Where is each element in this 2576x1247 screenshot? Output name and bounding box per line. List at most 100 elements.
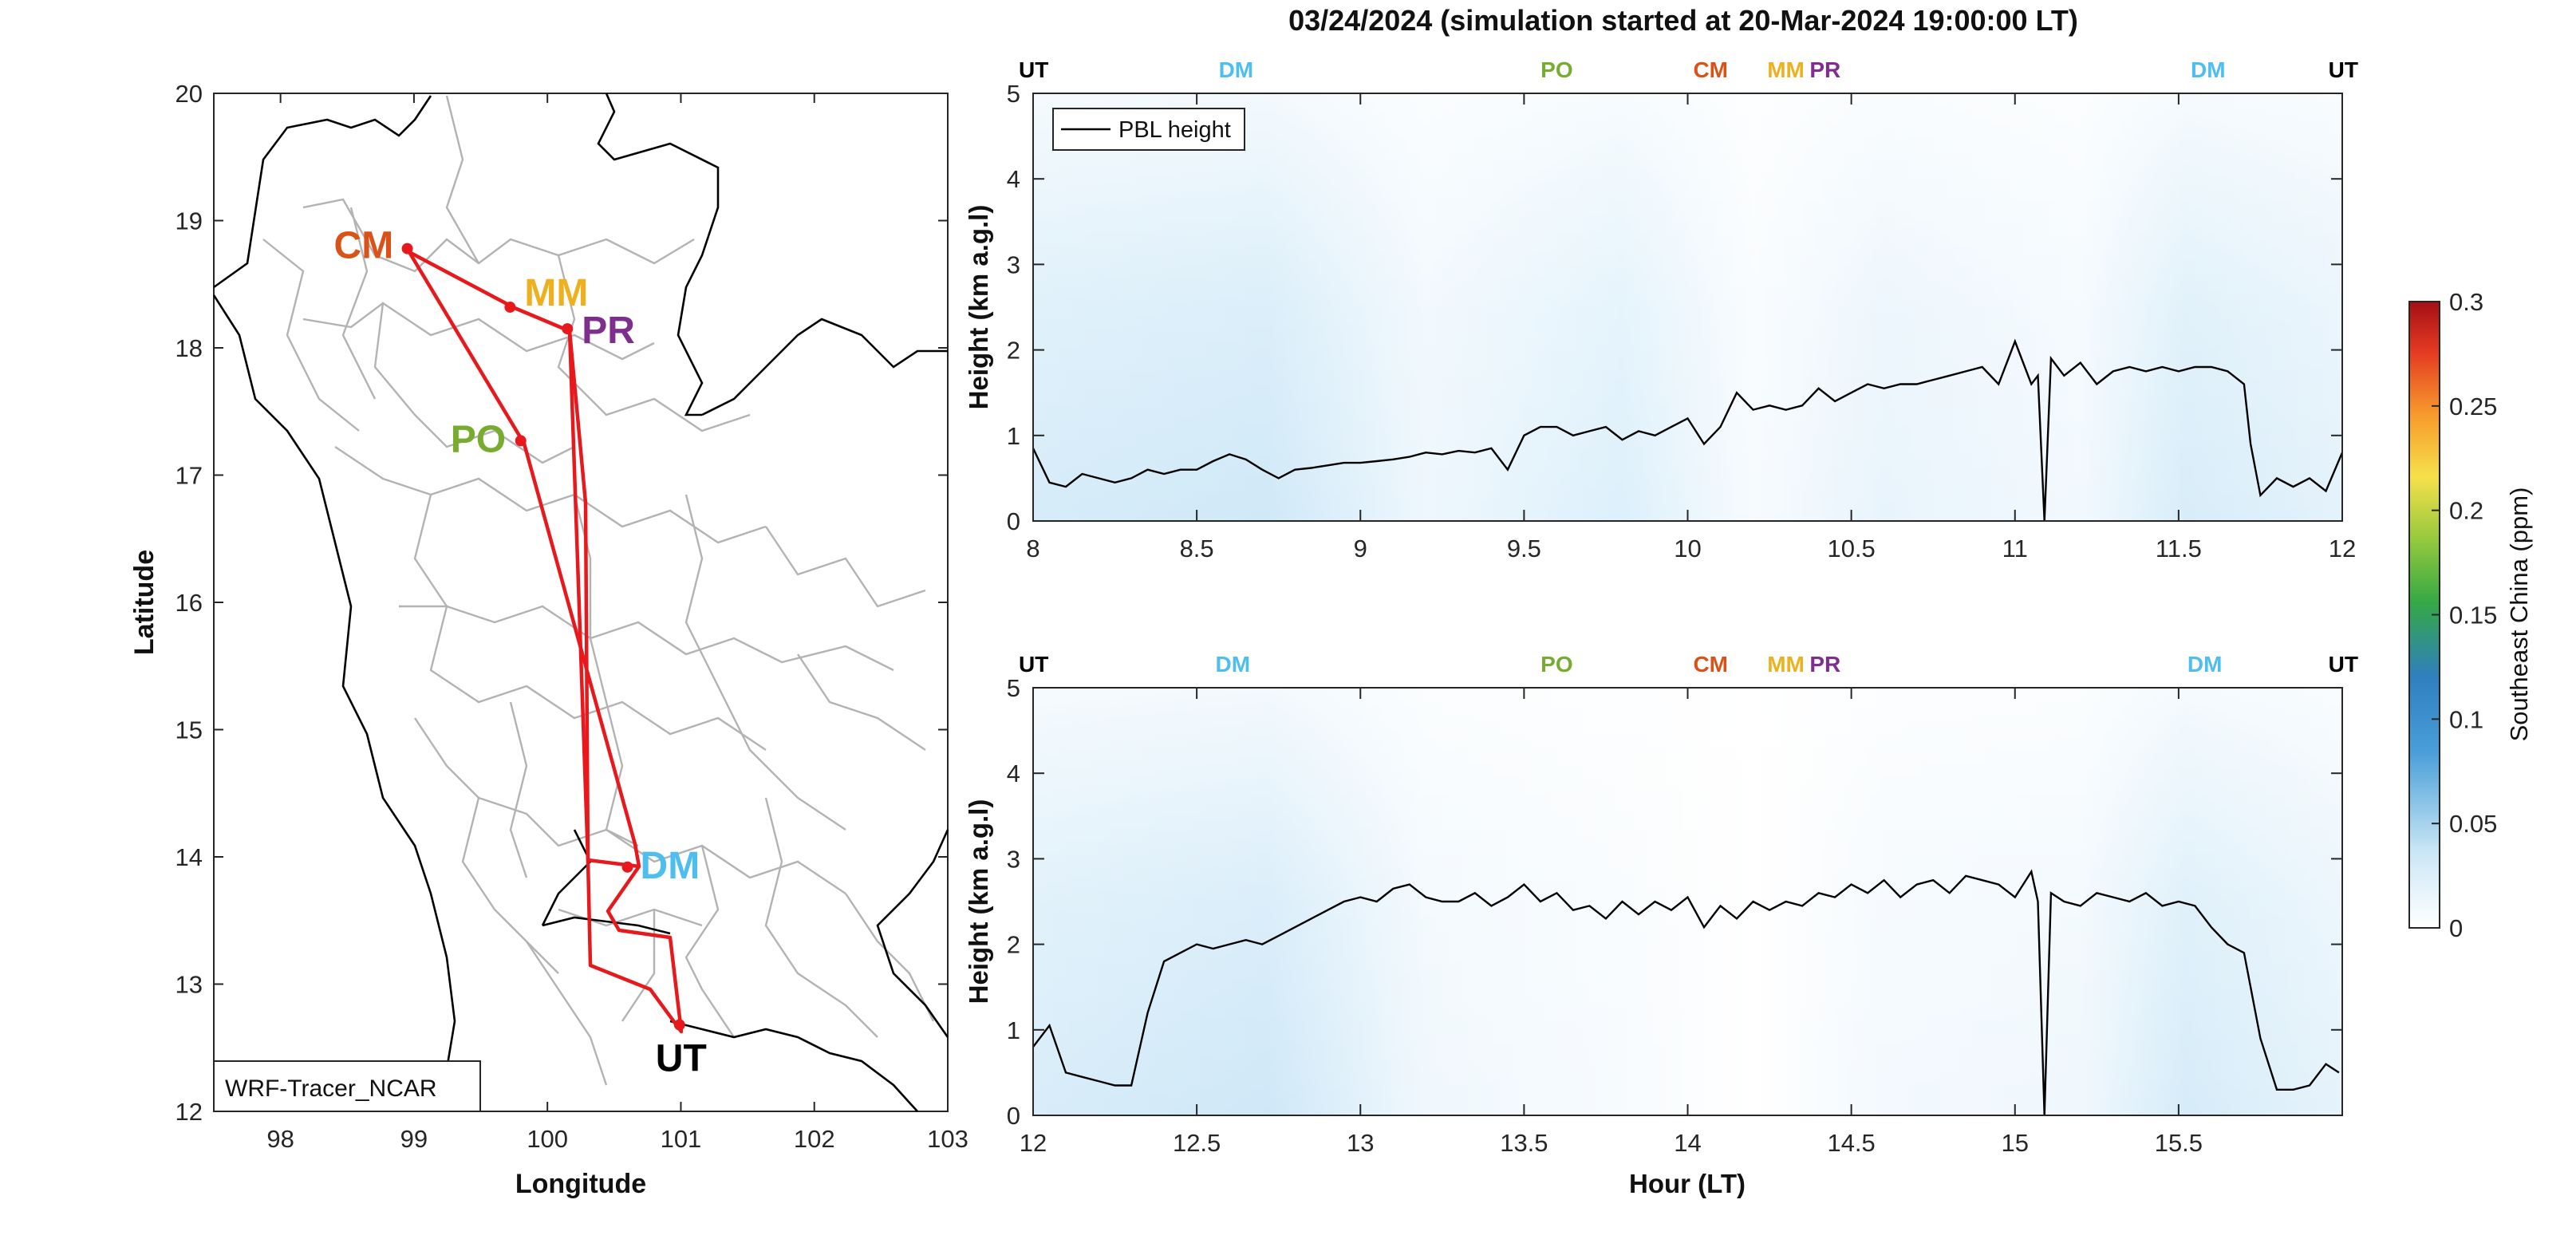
legend-label: PBL height [1118,117,1231,143]
panel-top-ylabel: Height (km a.g.l) [964,205,993,410]
site-marker-ut [673,1019,685,1031]
site-label-ut: UT [656,1038,707,1080]
xtick-label: 12.5 [1173,1129,1221,1157]
ytick-label: 5 [1007,674,1020,702]
ytick-label: 3 [1007,845,1020,873]
panel-bottom-ylabel: Height (km a.g.l) [964,799,993,1004]
site-label-dm: DM [641,845,700,887]
site-marker-po: PO [1540,652,1572,677]
map-ytick-label: 15 [176,716,203,744]
panel-top-fade [1033,93,2342,521]
map-xlabel: Longitude [515,1169,646,1199]
colorbar: 0 0.05 0.1 0.15 0.2 0.25 0.3 Southeast China (… [2408,288,2533,942]
site-marker-dm: DM [2191,57,2226,82]
xtick-label: 12 [2329,535,2356,562]
xtick-label: 10 [1674,535,1701,562]
site-marker-dm: DM [2187,652,2223,677]
panel-bottom-fade [1033,688,2342,1115]
xtick-label: 9.5 [1507,535,1541,562]
xtick-label: 14 [1674,1129,1701,1157]
site-label-mm: MM [524,272,588,314]
ytick-label: 3 [1007,251,1020,278]
colorbar-tick-label: 0.05 [2449,810,2497,838]
legend: PBL height [1052,108,1245,151]
site-marker-po: PO [1540,57,1572,82]
site-marker-mm [504,301,516,313]
colorbar-ticks: 0 0.05 0.1 0.15 0.2 0.25 0.3 [2432,288,2497,942]
site-marker-pr: PR [1809,57,1840,82]
pbl-height-line-bottom [1032,869,2340,1116]
xtick-label: 12 [1020,1129,1047,1157]
map-ytick-label: 13 [176,971,203,999]
xtick-label: 15.5 [2155,1129,2203,1157]
model-label-box [213,1060,481,1112]
site-marker-ut: UT [1019,652,1048,677]
ytick-label: 5 [1007,80,1020,108]
map-xtick-label: 103 [927,1125,968,1153]
route-lines [408,251,684,1034]
xtick-label: 13.5 [1500,1129,1548,1157]
pbl-height-line-top [1032,338,2344,522]
site-label-pr: PR [582,310,635,352]
panel-top-axes-box [1032,93,2343,522]
map-xtick-label: 100 [527,1125,568,1153]
map-ytick-label: 19 [176,207,203,235]
province-boundaries [262,95,935,1086]
xtick-label: 15 [2002,1129,2029,1157]
map-ytick-label: 17 [176,462,203,490]
site-marker-cm: CM [1693,652,1728,677]
model-label: WRF-Tracer_NCAR [225,1075,437,1102]
panel-bottom-site-markers: UT DM PO CM MM PR DM UT [1019,652,2358,677]
site-label-cm: CM [334,225,394,267]
map-xtick-label: 101 [661,1125,702,1153]
xtick-label: 8 [1026,535,1039,562]
colorbar-tick-label: 0.25 [2449,393,2497,420]
xtick-label: 11.5 [2156,535,2202,562]
site-marker-pr [562,323,574,335]
site-marker-mm: MM [1767,57,1805,82]
ytick-label: 4 [1007,165,1020,193]
xtick-label: 8.5 [1180,535,1214,562]
panel-bottom-axes-box [1032,687,2343,1116]
ytick-label: 1 [1007,1016,1020,1044]
colorbar-tick-label: 0 [2449,914,2463,942]
map-ylabel: Latitude [129,550,160,655]
site-marker-dm: DM [1219,57,1254,82]
map-ytick-label: 18 [176,334,203,362]
xtick-label: 11 [2002,535,2028,562]
xtick-label: 9 [1354,535,1367,562]
site-marker-mm: MM [1767,652,1805,677]
xtick-label: 13 [1347,1129,1374,1157]
site-marker-cm: CM [1693,57,1728,82]
xtick-label: 14.5 [1827,1129,1875,1157]
ytick-label: 0 [1007,507,1020,535]
colorbar-tick-label: 0.1 [2449,705,2483,733]
map-xtick-label: 99 [400,1125,428,1153]
map-axes: 98 99 100 101 102 103 12 13 14 15 16 17 18 19 20 [176,80,968,1153]
ytick-label: 1 [1007,422,1020,450]
map-ytick-label: 16 [176,589,203,617]
figure-title: 03/24/2024 (simulation started at 20-Mar… [1288,4,2078,37]
ytick-label: 4 [1007,760,1020,787]
site-marker-po [515,435,527,447]
ytick-label: 2 [1007,337,1020,365]
panel-top-site-markers: UT DM PO CM MM PR DM UT [1019,57,2358,82]
panel-bottom-xlabel: Hour (LT) [1629,1169,1746,1198]
ytick-label: 2 [1007,931,1020,959]
colorbar-tick-label: 0.2 [2449,497,2483,525]
xtick-label: 10.5 [1827,535,1875,562]
map-ytick-label: 20 [176,80,203,108]
map-xtick-label: 102 [794,1125,835,1153]
site-label-po: PO [451,418,506,460]
site-marker-ut: UT [2329,57,2358,82]
map-xtick-label: 98 [266,1125,294,1153]
colorbar-label: Southeast China (ppm) [2505,487,2533,742]
site-marker-pr: PR [1809,652,1840,677]
